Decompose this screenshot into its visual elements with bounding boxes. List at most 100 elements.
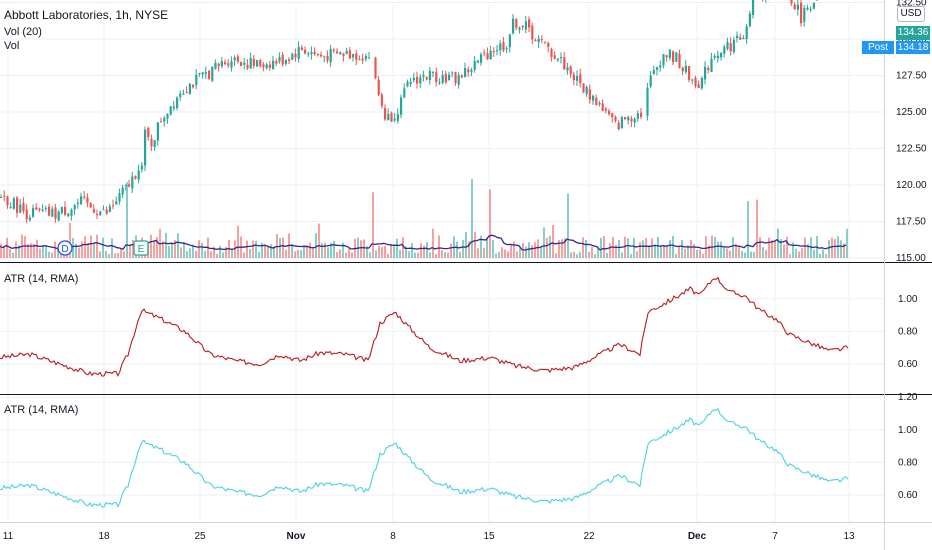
candle-body bbox=[812, 2, 815, 9]
candle-body bbox=[275, 61, 278, 64]
volume-bar bbox=[759, 237, 761, 258]
candle-body bbox=[688, 66, 691, 80]
candle-body bbox=[336, 51, 339, 54]
candle-body bbox=[425, 77, 428, 80]
volume-bar bbox=[300, 250, 302, 258]
volume-bar bbox=[201, 242, 203, 258]
volume-legend[interactable]: Vol bbox=[4, 40, 20, 52]
marker-label: D bbox=[61, 244, 68, 255]
candle-body bbox=[736, 35, 739, 39]
candle-body bbox=[288, 59, 291, 61]
volume-bar bbox=[264, 243, 266, 258]
volume-bar bbox=[693, 244, 695, 258]
volume-bar bbox=[732, 237, 734, 258]
candle-body bbox=[28, 217, 31, 221]
volume-bar bbox=[603, 235, 605, 258]
atr-bottom-legend[interactable]: ATR (14, RMA) bbox=[4, 404, 79, 416]
volume-bar bbox=[282, 237, 284, 258]
volume-bar bbox=[27, 243, 29, 258]
volume-bar bbox=[840, 240, 842, 258]
volume-bar bbox=[687, 245, 689, 258]
candle-body bbox=[105, 209, 108, 214]
volume-bar bbox=[396, 238, 398, 258]
volume-bar bbox=[435, 254, 437, 258]
volume-bar bbox=[36, 239, 38, 258]
symbol-title[interactable]: Abbott Laboratories, 1h, NYSE bbox=[4, 8, 169, 22]
candle-body bbox=[716, 55, 719, 59]
candle-body bbox=[329, 48, 332, 63]
candle-body bbox=[726, 42, 729, 49]
candle-body bbox=[102, 209, 105, 211]
volume-bar bbox=[576, 254, 578, 258]
candle-body bbox=[272, 60, 275, 70]
candle-body bbox=[464, 68, 467, 78]
candle-body bbox=[195, 74, 198, 86]
candle-body bbox=[646, 87, 649, 116]
volume-bar bbox=[327, 247, 329, 258]
volume-ma-legend[interactable]: Vol (20) bbox=[4, 26, 42, 38]
volume-bar bbox=[585, 239, 587, 258]
candle-body bbox=[185, 92, 188, 94]
candle-body bbox=[473, 60, 476, 70]
candle-body bbox=[204, 72, 207, 74]
volume-bar bbox=[285, 249, 287, 258]
candle-body bbox=[48, 206, 51, 216]
candle-body bbox=[64, 206, 67, 215]
candle-body bbox=[720, 52, 723, 58]
candle-body bbox=[560, 57, 563, 59]
candle-body bbox=[16, 197, 19, 213]
time-tick-label: 13 bbox=[843, 531, 855, 542]
candle-body bbox=[35, 207, 38, 210]
volume-bar bbox=[666, 246, 668, 258]
candle-body bbox=[233, 57, 236, 61]
volume-bar bbox=[633, 237, 635, 258]
candle-body bbox=[620, 116, 623, 129]
volume-bar bbox=[321, 243, 323, 258]
volume-bar bbox=[273, 247, 275, 258]
candle-body bbox=[83, 196, 86, 198]
candle-body bbox=[454, 72, 457, 83]
candle-body bbox=[432, 72, 435, 74]
price-tick-label: 132.50 bbox=[896, 0, 927, 9]
volume-bar bbox=[726, 248, 728, 258]
volume-bar bbox=[84, 236, 86, 258]
candle-body bbox=[556, 58, 559, 61]
volume-bar bbox=[822, 249, 824, 258]
volume-bar bbox=[474, 231, 476, 258]
candle-body bbox=[230, 61, 233, 68]
volume-bar bbox=[708, 245, 710, 258]
candle-body bbox=[444, 73, 447, 83]
volume-bar bbox=[681, 239, 683, 258]
candle-body bbox=[236, 56, 239, 62]
time-tick-label: Nov bbox=[287, 531, 306, 542]
volume-bar bbox=[171, 243, 173, 258]
candle-body bbox=[592, 95, 595, 101]
time-axis: 11 18 25 Nov 8 15 22 Dec 7 13 bbox=[3, 531, 855, 542]
candle-body bbox=[361, 58, 364, 61]
atr-tick-label: 1.00 bbox=[898, 294, 918, 305]
volume-bar bbox=[210, 251, 212, 258]
candle-body bbox=[214, 62, 217, 69]
candle-body bbox=[816, 0, 819, 1]
volume-bar bbox=[381, 246, 383, 258]
currency-button[interactable]: USD bbox=[897, 6, 925, 22]
candle-body bbox=[508, 34, 511, 48]
candle-body bbox=[656, 67, 659, 70]
volume-bar bbox=[48, 251, 50, 258]
volume-bar bbox=[303, 245, 305, 258]
candle-body bbox=[147, 127, 150, 137]
grid-lines bbox=[0, 2, 884, 522]
volume-bar bbox=[483, 247, 485, 258]
volume-bar bbox=[627, 238, 629, 258]
volume-bar bbox=[549, 235, 551, 258]
atr-top-legend[interactable]: ATR (14, RMA) bbox=[4, 273, 79, 285]
candle-body bbox=[502, 42, 505, 51]
volume-bar bbox=[162, 241, 164, 258]
candle-body bbox=[188, 83, 191, 94]
candle-body bbox=[668, 50, 671, 58]
candle-body bbox=[579, 74, 582, 84]
volume-bar bbox=[399, 250, 401, 258]
candle-body bbox=[368, 57, 371, 59]
